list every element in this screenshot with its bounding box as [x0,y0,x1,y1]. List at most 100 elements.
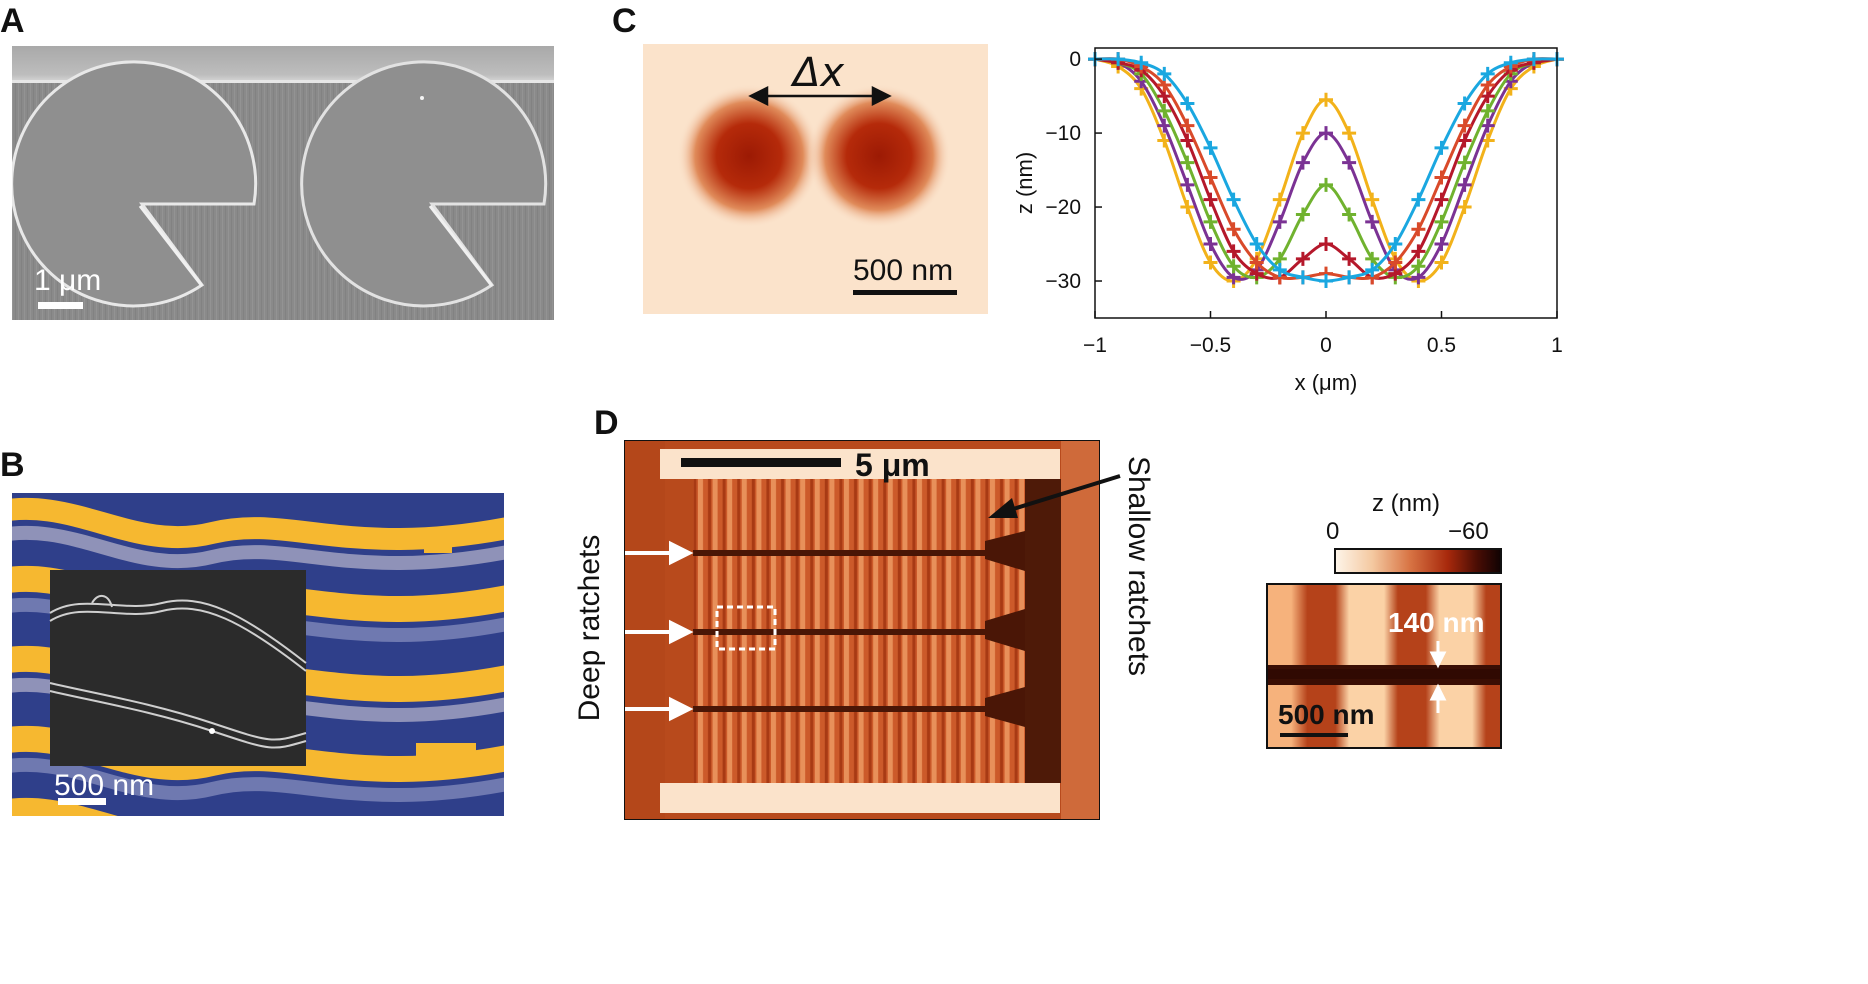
data-point-marker [1342,207,1357,222]
data-point-marker [1342,270,1357,285]
deep-ratchets-label: Deep ratchets [562,530,618,726]
data-point-marker [1319,237,1333,252]
data-point-marker [1203,214,1218,229]
x-tick-label: 0.5 [1427,334,1456,357]
data-point-marker [1295,155,1310,170]
profile-chart-svg: −1 −0.5 0 0.5 1 0 −10 −20 −30 x (μm) z (nm) [1012,47,1564,395]
data-point-marker [1180,155,1195,170]
data-point-marker [1480,66,1495,81]
data-point-marker [1434,140,1449,155]
data-point-marker [1180,96,1195,111]
data-point-marker [1457,200,1472,215]
panel-a-scalebar [38,302,83,309]
data-point-marker [1226,222,1241,237]
data-point-marker [1203,192,1218,207]
data-point-marker [1226,192,1241,207]
panel-b-letter: B [0,446,25,484]
data-point-marker [1480,103,1495,118]
y-tick-label: −10 [1045,122,1081,145]
colorbar-title: z (nm) [1372,490,1440,517]
data-point-marker [1457,155,1472,170]
x-tick-label: 1 [1551,334,1563,357]
colorbar-max-label: −60 [1448,518,1489,545]
panel-b-scalebar-label: 500 nm [54,769,155,802]
panel-d-inset-image: 140 nm 500 nm [1266,583,1502,749]
data-point-marker [1434,192,1449,207]
data-point-marker [1180,118,1195,133]
data-point-marker [1411,244,1426,259]
colorbar-min-label: 0 [1326,518,1340,545]
data-point-marker [1365,192,1380,207]
panel-d-afm-image: 5 μm [624,440,1100,820]
data-point-marker [1457,133,1472,148]
panel-c-scalebar-label: 500 nm [853,254,954,287]
data-point-marker [1434,255,1449,270]
deep-ratchets-text: Deep ratchets [573,534,606,722]
data-point-marker [1226,259,1241,274]
panel-a-scalebar-label: 1 μm [34,264,102,297]
data-point-marker [1319,126,1333,141]
data-point-marker [1134,55,1149,70]
data-point-marker [1180,133,1195,148]
panel-a-letter: A [0,2,25,40]
y-axis-label: z (nm) [1012,152,1037,214]
data-point-marker [1457,177,1472,192]
y-tick-label: −30 [1045,270,1081,293]
data-point-marker [1434,170,1449,185]
panel-c-afm-image: Δx 500 nm [643,44,988,314]
data-point-marker [1411,259,1426,274]
data-point-marker [1295,126,1310,141]
sem-micrograph [12,46,554,320]
data-point-marker [1295,251,1310,266]
data-point-marker [1272,192,1287,207]
data-point-marker [1272,262,1287,277]
inset-scalebar-label: 500 nm [1278,699,1375,730]
data-point-marker [1342,251,1357,266]
data-point-marker [1411,222,1426,237]
inset-scalebar [1280,733,1348,737]
data-point-marker [1157,103,1172,118]
y-tick-label: −20 [1045,196,1081,219]
data-point-marker [1319,274,1333,289]
data-point-marker [1342,155,1357,170]
data-point-marker [1203,237,1218,252]
data-point-marker [1388,255,1403,270]
panel-a-sem-image: 1 μm [12,46,554,320]
profile-chart: −1 −0.5 0 0.5 1 0 −10 −20 −30 x (μm) z (nm) [1010,30,1570,410]
panel-d-scalebar-label: 5 μm [855,447,930,483]
inset-ratchet-zoom [1268,585,1500,747]
data-point-marker [1434,214,1449,229]
data-point-marker [1157,118,1172,133]
data-point-marker [1388,237,1403,252]
data-point-marker [1342,126,1357,141]
data-point-marker [1434,237,1449,252]
inset-annotation: 140 nm [1388,607,1485,638]
shallow-ratchets-arrow [988,474,1121,518]
data-point-marker [1249,237,1264,252]
data-point-marker [1203,255,1218,270]
data-point-marker [1526,52,1541,67]
data-point-marker [1365,262,1380,277]
data-point-marker [1295,207,1310,222]
x-axis-label: x (μm) [1295,370,1358,395]
data-point-marker [1111,52,1126,67]
data-point-marker [1180,177,1195,192]
data-point-marker [1457,96,1472,111]
data-point-marker [1411,192,1426,207]
panel-c-scalebar [853,290,957,295]
data-point-marker [1157,66,1172,81]
panel-d-letter: D [594,404,619,442]
x-tick-label: 0 [1320,334,1332,357]
x-tick-label: −0.5 [1190,334,1231,357]
data-point-marker [1226,244,1241,259]
panel-b-scalebar [58,798,106,805]
panel-d-scalebar [681,458,841,467]
panel-c-letter: C [612,2,637,40]
data-point-marker [1319,177,1333,192]
data-point-marker [1319,92,1333,107]
data-point-marker [1295,270,1310,285]
terrace-map [12,493,504,816]
panel-b-topography-image: 500 nm [12,493,504,816]
data-point-marker [1480,118,1495,133]
data-point-marker [1365,214,1380,229]
